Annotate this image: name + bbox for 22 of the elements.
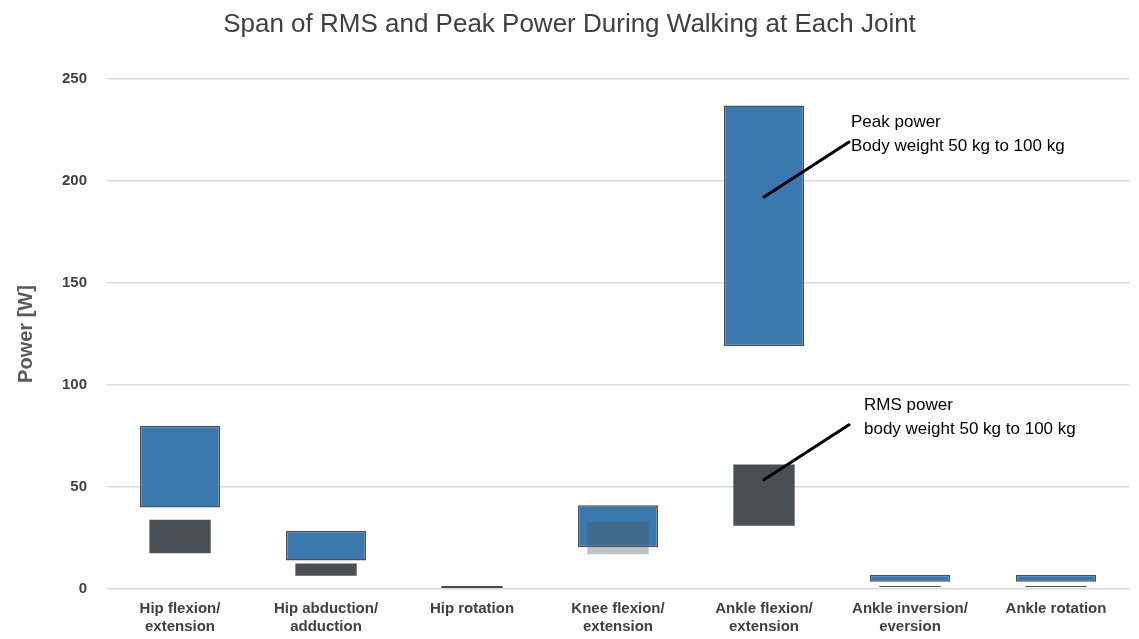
x-tick-label: Hip flexion/ extension <box>139 599 222 635</box>
x-tick-label: Hip abduction/ adduction <box>273 599 379 635</box>
y-tick-label: 150 <box>62 273 88 291</box>
annotation: Peak power Body weight 50 kg to 100 kg <box>851 111 1065 155</box>
x-tick-label: Ankle flexion/ extension <box>715 599 814 635</box>
bar <box>441 585 503 588</box>
bar <box>149 519 211 554</box>
x-tick-label: Hip rotation <box>429 599 515 617</box>
y-tick-label: 50 <box>70 477 88 495</box>
y-tick-label: 0 <box>78 579 88 597</box>
x-tick-label: Ankle rotation <box>1005 599 1107 617</box>
annotation: RMS power body weight 50 kg to 100 kg <box>864 394 1076 438</box>
y-tick-label: 100 <box>62 375 88 393</box>
x-tick-label: Ankle inversion/ eversion <box>852 599 969 635</box>
y-axis-title: Power [W] <box>13 285 36 383</box>
chart-title: Span of RMS and Peak Power During Walking at Each Joint <box>222 8 917 39</box>
y-tick-label: 250 <box>62 69 88 87</box>
x-tick-label: Knee flexion/ extension <box>571 599 666 635</box>
bar <box>733 464 795 526</box>
bar <box>587 521 649 555</box>
y-tick-label: 200 <box>62 171 88 189</box>
bar <box>295 563 357 576</box>
